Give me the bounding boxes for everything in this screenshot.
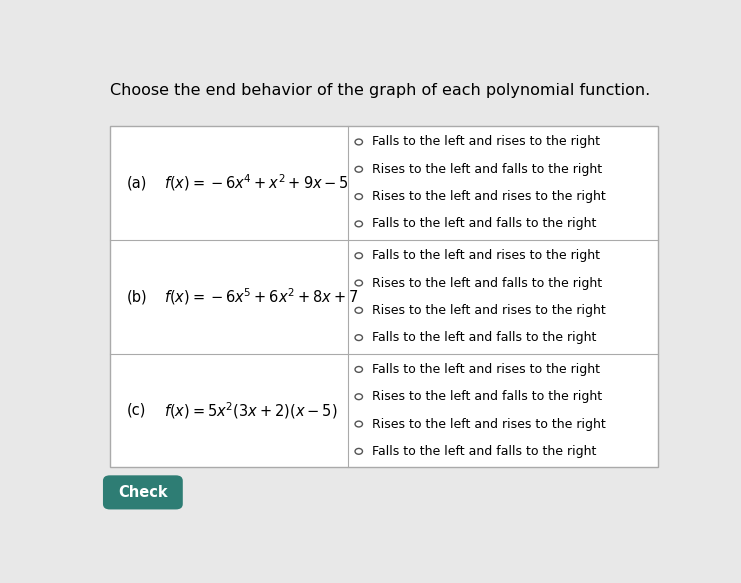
Text: Rises to the left and rises to the right: Rises to the left and rises to the right: [372, 417, 605, 430]
Text: Rises to the left and falls to the right: Rises to the left and falls to the right: [372, 390, 602, 403]
Text: Rises to the left and rises to the right: Rises to the left and rises to the right: [372, 304, 605, 317]
Text: Falls to the left and falls to the right: Falls to the left and falls to the right: [372, 217, 596, 230]
Text: Falls to the left and rises to the right: Falls to the left and rises to the right: [372, 249, 599, 262]
Text: $f(x) = 5x^{2}(3x + 2)(x - 5)$: $f(x) = 5x^{2}(3x + 2)(x - 5)$: [165, 400, 338, 421]
Text: Falls to the left and falls to the right: Falls to the left and falls to the right: [372, 331, 596, 344]
FancyBboxPatch shape: [103, 475, 183, 510]
Text: Choose the end behavior of the graph of each polynomial function.: Choose the end behavior of the graph of …: [110, 83, 650, 98]
Text: Falls to the left and rises to the right: Falls to the left and rises to the right: [372, 135, 599, 149]
Circle shape: [355, 139, 362, 145]
Circle shape: [355, 280, 362, 286]
Circle shape: [355, 307, 362, 313]
Circle shape: [355, 253, 362, 259]
Circle shape: [355, 335, 362, 340]
Circle shape: [355, 166, 362, 172]
Circle shape: [355, 448, 362, 454]
Text: $f(x) = -6x^{5} + 6x^{2} + 8x + 7$: $f(x) = -6x^{5} + 6x^{2} + 8x + 7$: [165, 286, 359, 307]
Circle shape: [355, 194, 362, 199]
Text: (a): (a): [127, 175, 147, 191]
Circle shape: [355, 421, 362, 427]
Text: Rises to the left and rises to the right: Rises to the left and rises to the right: [372, 190, 605, 203]
Text: $f(x) = -6x^{4} + x^{2} + 9x - 5$: $f(x) = -6x^{4} + x^{2} + 9x - 5$: [165, 173, 349, 194]
Bar: [110, 126, 658, 467]
Text: Check: Check: [118, 485, 167, 500]
Text: (c): (c): [127, 403, 147, 418]
Text: Rises to the left and falls to the right: Rises to the left and falls to the right: [372, 163, 602, 176]
Circle shape: [355, 221, 362, 227]
Text: (b): (b): [127, 289, 147, 304]
Circle shape: [355, 367, 362, 373]
Text: Falls to the left and falls to the right: Falls to the left and falls to the right: [372, 445, 596, 458]
Text: Falls to the left and rises to the right: Falls to the left and rises to the right: [372, 363, 599, 376]
Circle shape: [355, 394, 362, 400]
Text: Rises to the left and falls to the right: Rises to the left and falls to the right: [372, 276, 602, 290]
